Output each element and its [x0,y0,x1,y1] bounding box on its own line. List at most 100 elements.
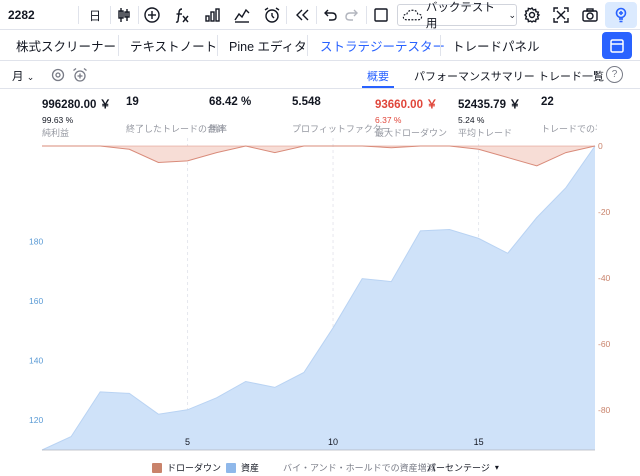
metric-closed-trades: 19 終了したトレードの合計 [126,96,225,135]
chevron-down-icon: ⌄ [508,9,516,20]
metric-label: 純利益 [42,128,70,138]
alarm-plus-icon[interactable] [72,67,88,83]
toolbar-divider [138,6,139,24]
legend-drawdown[interactable]: ドローダウン [152,461,221,474]
symbol-search[interactable]: 2282 [8,8,35,22]
tab-divider [440,35,441,56]
top-toolbar: 2282 日 バックテスト用 ⌄ [0,0,640,30]
left-tick-label: 120 [29,415,43,425]
bulb-icon[interactable] [605,2,637,28]
legend-swatch [152,462,162,473]
metric-net-profit: 996280.00 ￥ 99.63 % 純利益 [42,96,111,139]
equity-chart: 5 10 15 120 140 160 180 0 -20 -40 -60 -80 [29,138,611,451]
help-icon[interactable]: ? [606,66,623,83]
metric-value: 5.548 [292,96,321,108]
x-tick-label: 5 [185,437,190,447]
right-tick-label: 0 [598,141,603,151]
right-tick-label: -80 [598,405,611,415]
metric-profit-factor: 5.548 プロフィットファクター [292,96,390,135]
metric-label: 最大ドローダウン [375,128,448,138]
settings-circle-icon[interactable] [50,67,66,83]
left-tick-label: 180 [29,236,43,246]
tab-strategy-tester[interactable]: ストラテジーテスター [320,40,446,54]
tab-trade-list[interactable]: トレード一覧 [538,71,604,83]
alarm-plus-icon[interactable] [260,0,284,30]
chevron-down-icon: ⌄ [26,72,35,82]
undo-icon[interactable] [318,0,342,30]
equity-area [42,146,595,450]
bottom-panel-tabs: 株式スクリーナー テキストノート Pine エディタ ストラテジーテスター トレ… [0,30,640,61]
metric-label: 平均トレード [458,128,513,138]
rectangle-icon[interactable] [369,0,393,30]
plus-circle-icon[interactable] [140,0,164,30]
bar-chart-icon[interactable] [200,0,224,30]
metric-sub [541,111,597,121]
right-tick-label: -20 [598,207,611,217]
period-select[interactable]: 月 ⌄ [12,68,34,84]
toolbar-divider [366,6,367,24]
legend-label: 資産 [241,463,260,473]
metric-avg-bars: 22 トレードでの平 [541,96,597,135]
metric-label: プロフィットファクター [292,124,391,134]
right-tick-label: -40 [598,273,611,283]
replay-icon[interactable] [290,0,314,30]
fullscreen-icon[interactable] [549,0,573,30]
tab-divider [307,35,308,56]
gear-icon[interactable] [520,0,544,30]
strategy-tester-header: 月 ⌄ 概要 パフォーマンスサマリー トレード一覧 [0,61,640,89]
panel-toggle-button[interactable] [602,32,632,59]
chevron-down-icon: ▾ [494,463,499,472]
right-tick-label: -60 [598,339,611,349]
candle-icon[interactable] [112,0,136,30]
metric-sub [209,111,251,121]
legend-equity[interactable]: 資産 [226,461,259,474]
left-tick-label: 140 [29,356,43,366]
redo-icon[interactable] [340,0,364,30]
metric-value: 22 [541,96,554,108]
toolbar-divider [316,6,317,24]
left-tick-label: 160 [29,296,43,306]
toolbar-divider [286,6,287,24]
tab-overview[interactable]: 概要 [367,71,389,83]
tab-stock-screener[interactable]: 株式スクリーナー [16,40,117,54]
legend-label: バイ・アンド・ホールドでの資産増減 [283,463,436,473]
metric-sub: 6.37 % [375,115,402,125]
legend-buy-hold[interactable]: バイ・アンド・ホールドでの資産増減 [283,461,436,474]
legend-label: ドローダウン [167,463,222,473]
chart-template-icon[interactable] [230,0,254,30]
camera-icon[interactable] [578,0,602,30]
fx-icon[interactable] [170,0,194,30]
backtest-layout-button[interactable]: バックテスト用 ⌄ [397,2,517,30]
tab-performance-summary[interactable]: パフォーマンスサマリー [414,71,535,83]
toolbar-divider [78,6,79,24]
x-tick-label: 10 [328,437,338,447]
legend-label: パーセンテージ [427,463,490,473]
metric-sub: 5.24 % [458,115,485,125]
tab-divider [217,35,218,56]
metric-label: トレードでの平 [541,124,597,134]
legend-swatch [226,462,236,473]
metric-value: 19 [126,96,139,108]
metric-value: 996280.00 ￥ [42,99,112,111]
tab-pine-editor[interactable]: Pine エディタ [229,40,307,54]
equity-line [41,145,596,451]
metric-label: 終了したトレードの合計 [126,124,226,134]
metric-max-drawdown: 93660.00 ￥ 6.37 % 最大ドローダウン [375,96,447,139]
metric-label: 勝率 [209,124,228,134]
active-tab-indicator [362,86,394,88]
panel-icon [610,38,624,53]
x-tick-label: 15 [474,437,484,447]
cloud-icon [402,9,423,21]
tab-divider [118,35,119,56]
backtest-layout-label: バックテスト用 [425,2,495,30]
toolbar-divider [110,6,111,24]
metric-value: 93660.00 ￥ [375,99,438,111]
metric-win-rate: 68.42 % 勝率 [209,96,251,135]
metric-avg-trade: 52435.79 ￥ 5.24 % 平均トレード [458,96,521,139]
metric-value: 52435.79 ￥ [458,99,521,111]
period-label: 月 [12,71,24,83]
tab-trading-panel[interactable]: トレードパネル [452,40,540,54]
percentage-toggle[interactable]: パーセンテージ ▾ [427,461,499,474]
interval-button[interactable]: 日 [88,8,101,23]
tab-text-notes[interactable]: テキストノート [130,40,218,54]
